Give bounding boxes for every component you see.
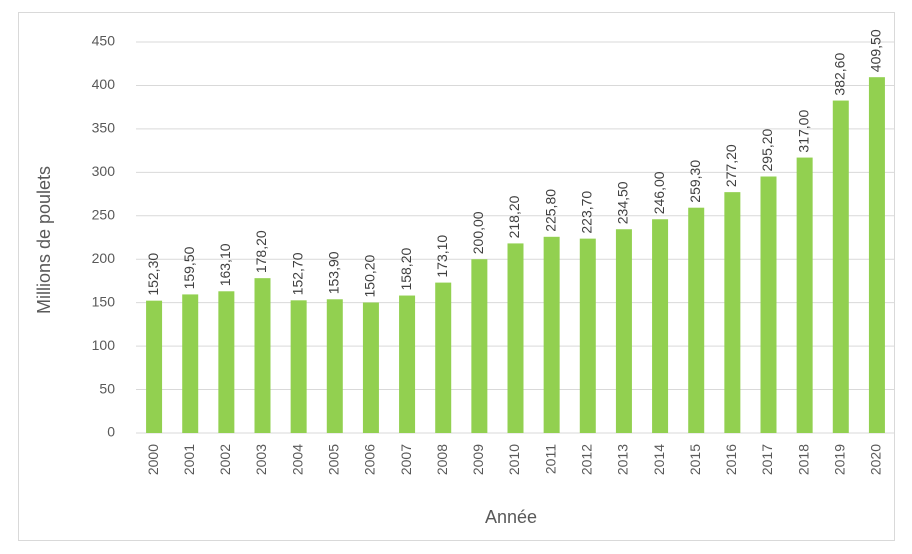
y-tick-label: 200 [92,250,116,266]
data-label: 178,20 [253,230,269,273]
data-label: 234,50 [615,181,631,224]
y-tick-label: 50 [99,380,115,396]
x-tick-label: 2013 [615,444,631,475]
x-tick-label: 2010 [506,444,522,475]
bar [868,77,885,433]
y-tick-label: 150 [92,293,116,309]
data-label: 200,00 [470,211,486,254]
chart-border [18,12,895,541]
bar [399,295,416,433]
data-label: 246,00 [651,171,667,214]
bar [688,207,705,433]
x-tick-label: 2000 [145,444,161,475]
bar [290,300,307,433]
bar [760,176,777,433]
data-label: 163,10 [217,243,233,286]
x-tick-label: 2004 [289,444,305,475]
data-label: 159,50 [181,246,197,289]
bar [471,259,488,433]
x-tick-label: 2019 [831,444,847,475]
data-label: 317,00 [795,110,811,153]
y-tick-label: 350 [92,120,116,136]
y-tick-label: 250 [92,206,116,222]
y-tick-label: 450 [92,33,116,49]
bar [218,291,235,433]
x-tick-label: 2009 [470,444,486,475]
data-label: 409,50 [868,29,884,72]
bar [435,282,452,433]
x-tick-label: 2014 [651,444,667,475]
data-label: 153,90 [325,251,341,294]
x-tick-label: 2001 [181,444,197,475]
bar [579,238,596,433]
y-tick-label: 100 [92,337,116,353]
bar [543,236,560,433]
x-tick-label: 2018 [795,444,811,475]
x-tick-label: 2008 [434,444,450,475]
bar [507,243,524,433]
data-label: 382,60 [831,53,847,96]
x-tick-label: 2016 [723,444,739,475]
x-tick-label: 2003 [253,444,269,475]
data-label: 259,30 [687,160,703,203]
bar [146,300,163,433]
bar [832,100,849,433]
x-tick-label: 2017 [759,444,775,475]
x-tick-label: 2005 [325,444,341,475]
x-tick-label: 2002 [217,444,233,475]
bar [326,299,343,433]
y-tick-label: 300 [92,163,116,179]
data-label: 150,20 [362,254,378,297]
data-label: 225,80 [542,189,558,232]
bar [615,229,632,433]
x-tick-label: 2007 [398,444,414,475]
bar [182,294,199,433]
data-label: 295,20 [759,128,775,171]
y-tick-label: 400 [92,76,116,92]
x-tick-label: 2006 [362,444,378,475]
x-tick-label: 2015 [687,444,703,475]
data-label: 152,30 [145,253,161,296]
y-tick-label: 0 [107,424,115,440]
data-label: 158,20 [398,248,414,291]
bar [724,192,741,433]
y-axis-label: Millions de poulets [34,166,54,314]
x-axis-label: Année [485,507,537,527]
bar [652,219,669,433]
bar [796,157,813,433]
data-label: 277,20 [723,144,739,187]
data-label: 223,70 [578,191,594,234]
x-tick-label: 2012 [578,444,594,475]
bar [362,302,379,433]
data-label: 218,20 [506,195,522,238]
bar [254,278,271,433]
data-label: 173,10 [434,235,450,278]
data-label: 152,70 [289,252,305,295]
x-tick-label: 2011 [542,444,558,474]
x-tick-label: 2020 [868,444,884,475]
